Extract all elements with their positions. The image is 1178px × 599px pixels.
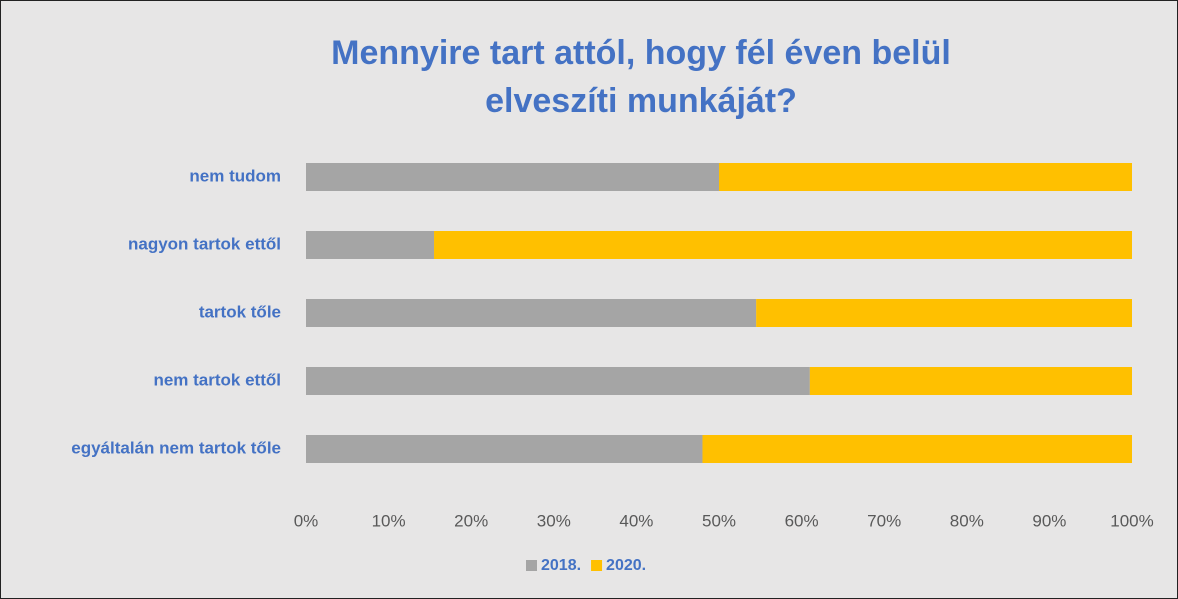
x-tick-label: 30% <box>537 511 571 530</box>
bar-segment <box>809 367 1132 395</box>
bar-segment <box>702 435 1132 463</box>
category-label: egyáltalán nem tartok tőle <box>71 438 281 457</box>
legend-swatch <box>526 560 537 571</box>
bar-segment <box>434 231 1132 259</box>
x-tick-label: 70% <box>867 511 901 530</box>
category-label: tartok tőle <box>199 302 281 321</box>
x-tick-label: 80% <box>950 511 984 530</box>
x-tick-label: 60% <box>785 511 819 530</box>
category-label: nem tudom <box>189 166 281 185</box>
legend-label: 2018. <box>541 557 581 574</box>
legend-swatch <box>591 560 603 571</box>
x-tick-label: 0% <box>294 511 319 530</box>
x-tick-label: 10% <box>372 511 406 530</box>
bar-segment <box>306 367 810 395</box>
x-tick-label: 90% <box>1032 511 1066 530</box>
category-label: nagyon tartok ettől <box>128 234 281 253</box>
x-tick-label: 50% <box>702 511 736 530</box>
chart-title: Mennyire tart attól, hogy fél éven belül… <box>331 34 951 120</box>
x-tick-label: 40% <box>619 511 653 530</box>
bar-segment <box>719 163 1132 191</box>
legend-label: 2020. <box>606 557 646 574</box>
bar-segment <box>756 299 1132 327</box>
bar-segment <box>306 299 757 327</box>
category-label: nem tartok ettől <box>153 370 281 389</box>
bar-segment <box>306 231 435 259</box>
bar-segment <box>306 163 719 191</box>
bar-segment <box>306 435 703 463</box>
x-tick-label: 20% <box>454 511 488 530</box>
x-tick-label: 100% <box>1110 511 1153 530</box>
